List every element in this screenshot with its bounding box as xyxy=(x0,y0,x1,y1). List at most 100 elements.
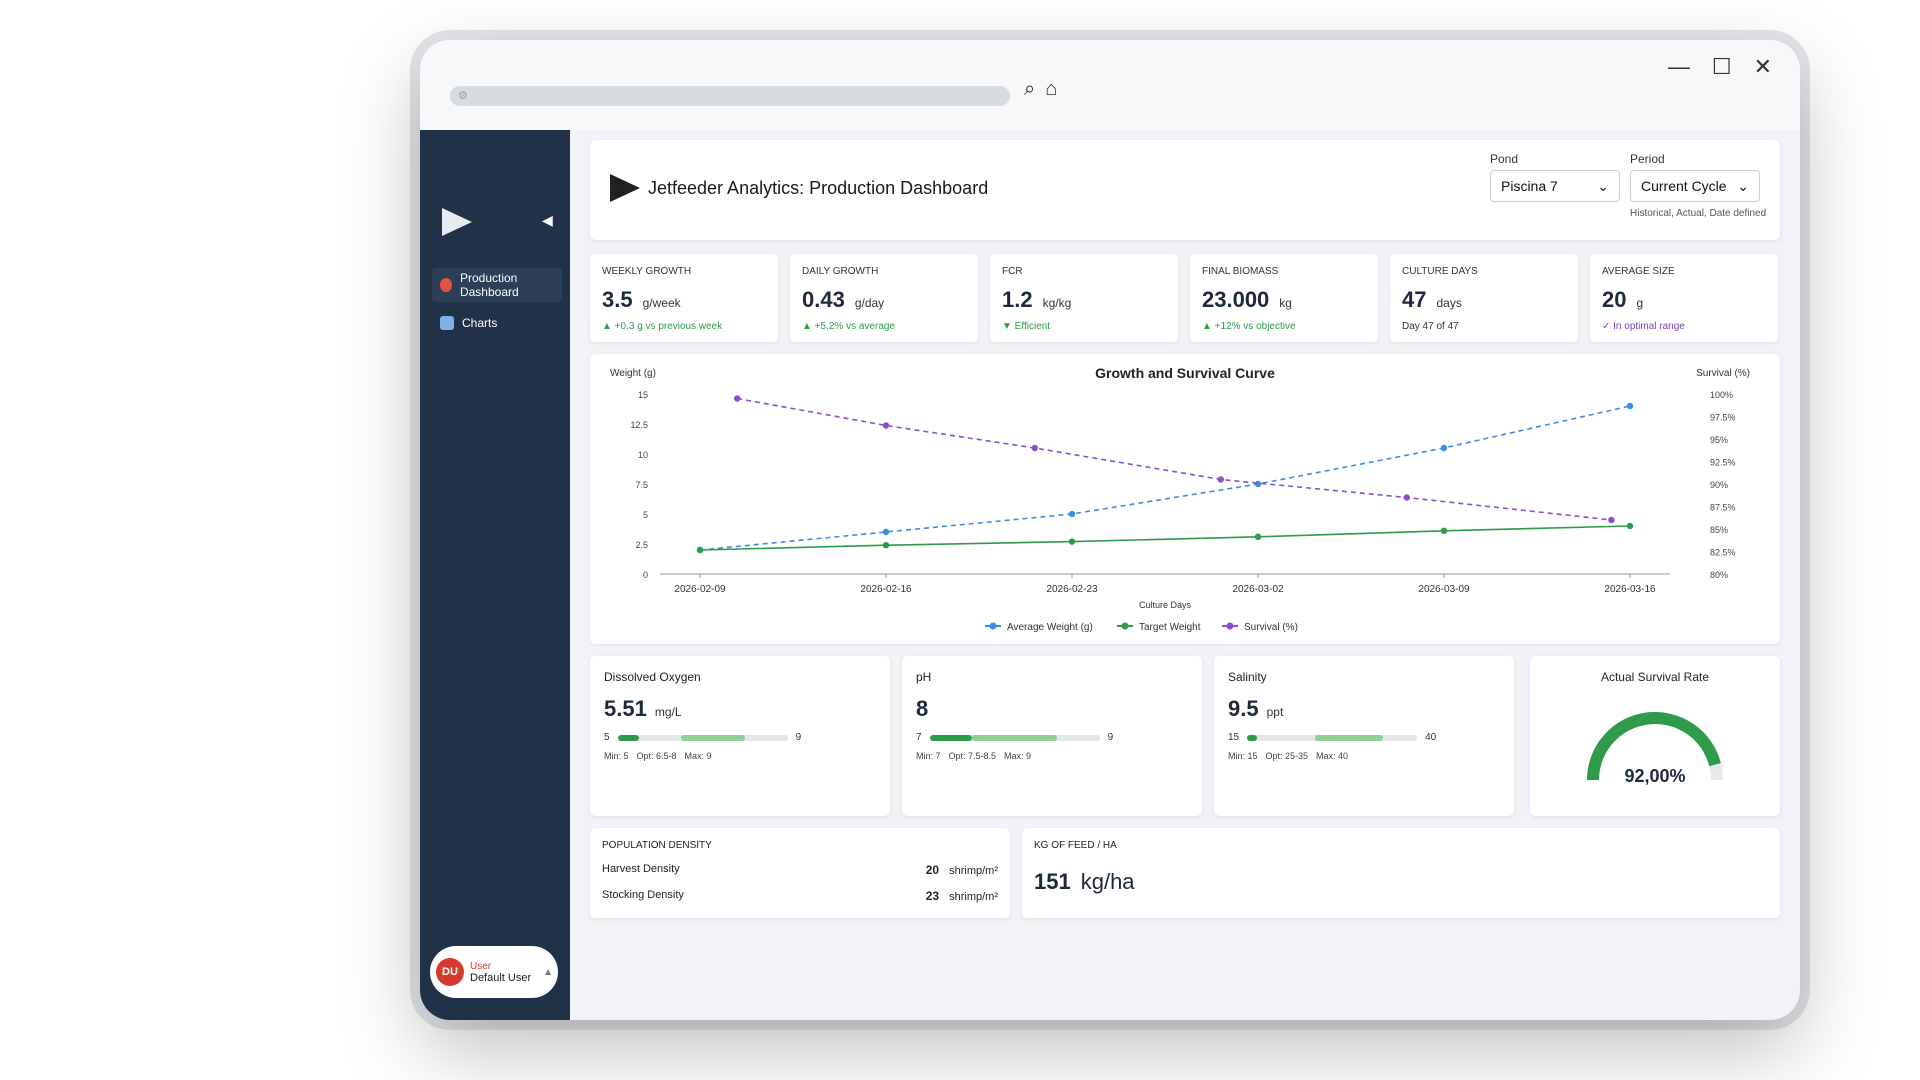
parameter-range: 5 9 xyxy=(604,732,876,743)
chevron-down-icon: ⌄ xyxy=(1597,177,1609,194)
pond-select[interactable]: Piscina 7 ⌄ xyxy=(1490,170,1620,202)
kpi-value-row: 23.000 kg xyxy=(1202,287,1366,313)
kpi-note: ▲ +12% vs objective xyxy=(1202,321,1296,332)
range-min: 15 xyxy=(1228,732,1240,743)
legend-opt: Opt: 7.5-8.5 xyxy=(948,751,997,761)
kpi-unit: kg/kg xyxy=(1042,296,1072,310)
kpi-note: ▲ +5.2% vs average xyxy=(802,321,896,332)
page-title: Jetfeeder Analytics: Production Dashboar… xyxy=(648,178,989,198)
kpi-unit: g xyxy=(1636,296,1644,310)
y-axis-label: Weight (g) xyxy=(610,368,656,379)
series-point xyxy=(882,528,890,536)
range-legend: Min: 15 Opt: 25-35 Max: 40 xyxy=(1228,751,1500,761)
density-row: Stocking Density 23 shrimp/m² xyxy=(602,889,998,903)
kpi-label: CULTURE DAYS xyxy=(1402,266,1478,277)
population-density-card: POPULATION DENSITY Harvest Density 20 shr… xyxy=(590,828,1010,918)
survival-gauge-title: Actual Survival Rate xyxy=(1600,670,1710,684)
range-track xyxy=(929,734,1100,741)
kpi-value: 3.5 xyxy=(602,287,633,312)
sidebar-item-production-dashboard[interactable]: Production Dashboard xyxy=(432,268,562,302)
series-point xyxy=(1254,480,1262,488)
chart-icon xyxy=(440,316,454,330)
kpi-label: FINAL BIOMASS xyxy=(1202,266,1279,277)
main-content: Jetfeeder Analytics: Production Dashboar… xyxy=(570,130,1800,1020)
search-icon[interactable]: ⌕ xyxy=(1024,78,1036,100)
harvest-density-label: Harvest Density xyxy=(602,863,680,875)
jetfeeder-logo xyxy=(610,174,640,202)
y-tick-label: 15 xyxy=(638,390,648,400)
kpi-value: 23.000 xyxy=(1202,287,1270,312)
feed-value-row: 151 kg/ha xyxy=(1034,869,1768,895)
series-line-3 xyxy=(737,397,1612,521)
y2-tick-label: 92.5% xyxy=(1710,458,1736,468)
stocking-density-value: 23 xyxy=(925,889,940,903)
y-tick-label: 12.5 xyxy=(630,420,648,430)
series-point xyxy=(1254,533,1262,540)
kpi-note: ▼ Efficient xyxy=(1002,321,1051,332)
window-titlebar: ⚙ ⌕ ⌂ — ☐ ✕ xyxy=(420,40,1800,130)
legend-marker xyxy=(1121,622,1129,630)
parameter-value: 9.5 xyxy=(1228,696,1259,721)
y2-tick-label: 87.5% xyxy=(1710,503,1736,513)
range-track xyxy=(1247,734,1418,741)
legend-max: Max: 40 xyxy=(1316,751,1349,761)
series-line-1 xyxy=(699,405,1631,551)
x-tick-label: 2026-03-02 xyxy=(1232,584,1284,595)
sidebar-item-label: Production Dashboard xyxy=(459,271,519,299)
range-max: 40 xyxy=(1425,732,1437,743)
kpi-unit: g/day xyxy=(854,296,885,310)
y-tick-label: 7.5 xyxy=(635,480,648,490)
series-point xyxy=(1068,538,1076,545)
kpi-value-row: 3.5 g/week xyxy=(602,287,766,313)
range-current xyxy=(929,734,973,741)
y-tick-label: 2.5 xyxy=(635,540,648,550)
user-menu[interactable]: DU User Default User ▲ xyxy=(430,946,558,998)
series-point xyxy=(1068,510,1076,518)
series-point xyxy=(882,422,890,429)
legend-marker xyxy=(989,622,997,630)
x-axis-label: Culture Days xyxy=(1139,600,1192,610)
series-point xyxy=(1440,444,1448,452)
minimize-icon[interactable]: — xyxy=(1667,54,1690,79)
parameter-value-row: 5.51 mg/L xyxy=(604,696,876,722)
kpi-value: 20 xyxy=(1602,287,1627,312)
series-point xyxy=(1031,444,1038,452)
kpi-note: ✓ In optimal range xyxy=(1602,321,1685,332)
chart-title: Growth and Survival Curve xyxy=(1095,365,1275,381)
sidebar-item-label: Charts xyxy=(462,316,498,330)
jetfeeder-logo xyxy=(442,208,472,236)
x-tick-label: 2026-02-09 xyxy=(674,584,726,595)
kpi-note: ▲ +0.3 g vs previous week xyxy=(602,321,723,332)
y2-tick-label: 100% xyxy=(1710,390,1733,400)
harvest-density-unit: shrimp/m² xyxy=(949,865,998,877)
kpi-unit: kg xyxy=(1279,296,1292,310)
parameter-value-row: 9.5 ppt xyxy=(1228,696,1500,722)
collapse-sidebar-icon[interactable]: ◀ xyxy=(542,212,553,228)
period-select[interactable]: Current Cycle ⌄ xyxy=(1630,170,1760,202)
stocking-density-label: Stocking Density xyxy=(602,889,684,901)
kpi-value-row: 20 g xyxy=(1602,287,1766,313)
kpi-value-row: 0.43 g/day xyxy=(802,287,966,313)
caret-up-icon[interactable]: ▲ xyxy=(543,966,554,978)
close-icon[interactable]: ✕ xyxy=(1753,54,1772,79)
range-legend: Min: 5 Opt: 6.5-8 Max: 9 xyxy=(604,751,876,761)
maximize-icon[interactable]: ☐ xyxy=(1711,54,1732,79)
legend-min: Min: 7 xyxy=(916,751,941,761)
series-point xyxy=(734,395,741,402)
water-parameter-card: pH 8 7 9 Min: 7 Opt: 7.5-8.5 Max: 9 xyxy=(902,656,1202,816)
parameter-range: 15 40 xyxy=(1228,732,1500,743)
window-controls: — ☐ ✕ xyxy=(1668,54,1772,80)
growth-survival-chart-card: Growth and Survival Curve Weight (g) Survi… xyxy=(590,354,1780,644)
y2-tick-label: 82.5% xyxy=(1710,548,1736,558)
sidebar-item-charts[interactable]: Charts xyxy=(432,306,562,340)
legend-max: Max: 9 xyxy=(1004,751,1032,761)
site-settings-icon[interactable]: ⚙ xyxy=(458,90,468,102)
address-bar[interactable]: ⚙ xyxy=(450,86,1010,106)
home-icon[interactable]: ⌂ xyxy=(1045,78,1058,100)
water-parameter-card: Salinity 9.5 ppt 15 40 Min: 15 Opt: 25-3… xyxy=(1214,656,1514,816)
period-select-value: Current Cycle xyxy=(1641,178,1727,194)
y2-tick-label: 90% xyxy=(1710,480,1728,490)
range-optimal xyxy=(681,734,746,741)
range-max: 9 xyxy=(1107,732,1114,743)
parameter-unit: ppt xyxy=(1266,705,1284,719)
